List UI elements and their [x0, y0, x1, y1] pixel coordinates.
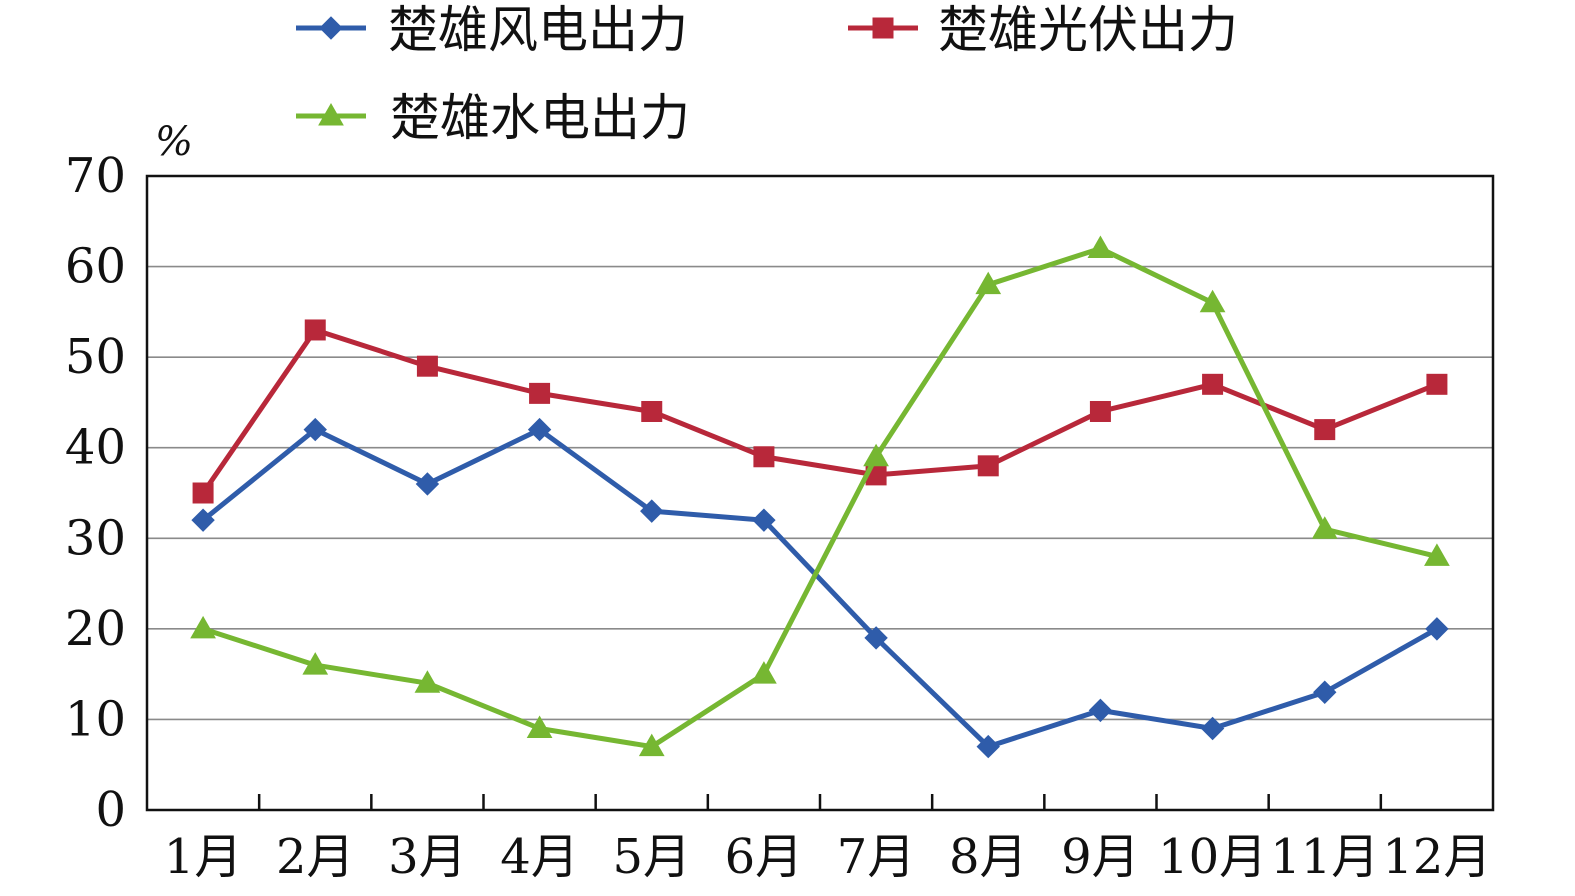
legend-label: 楚雄光伏出力: [938, 1, 1238, 59]
x-tick-label: 1月: [164, 829, 243, 885]
data-point: [863, 443, 889, 467]
x-tick-label: 6月: [725, 829, 804, 885]
y-unit-label: %: [155, 119, 193, 165]
data-point: [302, 652, 329, 675]
legend-swatch-marker: [872, 17, 894, 39]
legend-swatch-marker: [319, 16, 343, 40]
y-tick-label: 0: [95, 782, 126, 838]
data-point: [977, 455, 999, 477]
series-line: [200, 245, 1440, 750]
data-point: [1200, 716, 1225, 741]
series-2: [192, 319, 1448, 504]
data-point: [1311, 516, 1338, 539]
x-tick-label: 3月: [388, 829, 467, 885]
y-tick-label: 20: [65, 601, 126, 657]
data-point: [752, 508, 776, 532]
data-point: [191, 508, 215, 532]
legend-label: 楚雄水电出力: [390, 89, 690, 147]
data-point: [1426, 373, 1448, 395]
data-point: [304, 319, 326, 341]
data-point: [529, 382, 551, 404]
x-tick-label: 12月: [1382, 829, 1491, 885]
data-point: [526, 715, 553, 738]
legend-item-2: 楚雄光伏出力: [848, 1, 1238, 59]
y-tick-label: 70: [65, 148, 126, 204]
x-tick-label: 2月: [276, 829, 355, 885]
data-point: [1424, 543, 1450, 566]
data-point: [751, 661, 777, 684]
data-point: [1199, 289, 1226, 313]
y-tick-label: 10: [65, 691, 126, 747]
y-tick-label: 50: [65, 329, 126, 385]
series-1: [191, 417, 1449, 759]
x-tick-label: 5月: [612, 829, 691, 885]
x-tick-label: 4月: [500, 829, 579, 885]
data-point: [416, 355, 438, 377]
data-point: [1313, 680, 1337, 704]
data-point: [641, 400, 663, 422]
series-layer: [190, 235, 1450, 759]
x-tick-label: 9月: [1061, 829, 1140, 885]
data-point: [303, 417, 327, 442]
x-tick-label: 8月: [949, 829, 1028, 885]
legend-item-3: 楚雄水电出力: [296, 89, 690, 147]
data-point: [190, 615, 216, 639]
legend-swatch-marker: [318, 102, 344, 126]
grid: [147, 265, 1493, 721]
data-point: [192, 482, 214, 504]
x-tick-label: 11月: [1270, 829, 1379, 885]
legend-label: 楚雄风电出力: [388, 1, 688, 59]
y-tick-label: 30: [65, 510, 126, 566]
axes: 0 10 20 30 40 50 60 70 1月 2月 3月 4月 5月 6月 7月 8月 9月 10月 11月 1…: [65, 148, 1492, 885]
data-point: [1087, 235, 1114, 258]
plot-frame: [145, 174, 1495, 812]
data-point: [975, 271, 1002, 295]
y-tick-label: 60: [65, 239, 126, 295]
data-point: [976, 734, 1000, 759]
data-point: [864, 626, 888, 650]
data-point: [1089, 400, 1111, 422]
data-point: [640, 499, 664, 523]
data-point: [1314, 419, 1336, 441]
data-point: [414, 670, 441, 693]
data-point: [1425, 617, 1449, 641]
data-point: [415, 472, 440, 496]
data-point: [638, 733, 665, 757]
x-tick-label: 7月: [837, 829, 916, 885]
data-point: [527, 417, 552, 442]
series-3: [190, 235, 1450, 757]
data-point: [1088, 698, 1113, 723]
x-tick-label: 10月: [1158, 829, 1267, 885]
y-tick-label: 40: [65, 420, 126, 476]
series-line: [200, 327, 1440, 496]
data-point: [753, 446, 775, 468]
series-line: [200, 427, 1440, 750]
data-point: [1202, 373, 1224, 395]
legend-item-1: 楚雄风电出力: [296, 1, 688, 59]
